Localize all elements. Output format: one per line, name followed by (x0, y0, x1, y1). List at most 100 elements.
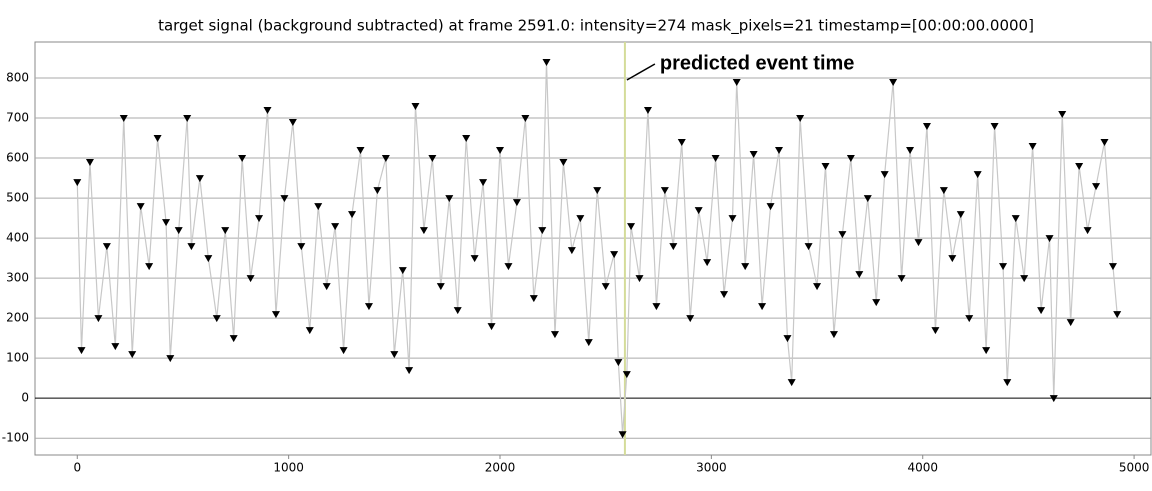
marker (263, 107, 272, 115)
marker (381, 155, 390, 163)
marker (796, 115, 805, 123)
y-tick-label: 200 (6, 311, 29, 325)
marker (880, 171, 889, 179)
marker (85, 159, 94, 167)
marker (846, 155, 855, 163)
marker (187, 243, 196, 251)
marker (783, 335, 792, 343)
marker (610, 251, 619, 259)
y-tick-label: 700 (6, 111, 29, 125)
marker (1066, 319, 1075, 327)
marker (897, 275, 906, 283)
annotation: predicted event time (660, 52, 855, 74)
marker (94, 315, 103, 323)
marker (643, 107, 652, 115)
marker (405, 367, 414, 375)
marker (711, 155, 720, 163)
marker (787, 379, 796, 387)
marker (419, 227, 428, 235)
x-tick-label: 5000 (1119, 461, 1150, 475)
marker (462, 135, 471, 143)
y-tick-label: 600 (6, 151, 29, 165)
marker (804, 243, 813, 251)
marker (906, 147, 915, 155)
marker (550, 331, 559, 339)
marker (288, 119, 297, 127)
plot-frame (34, 41, 1152, 456)
marker (1003, 379, 1012, 387)
marker (1100, 139, 1109, 147)
marker (758, 303, 767, 311)
marker (373, 187, 382, 195)
marker (436, 283, 445, 291)
marker (229, 335, 238, 343)
marker (487, 323, 496, 331)
marker (732, 79, 741, 87)
marker (479, 179, 488, 187)
marker (221, 227, 230, 235)
marker (322, 283, 331, 291)
marker (238, 155, 247, 163)
marker (339, 347, 348, 355)
marker (813, 283, 822, 291)
y-tick-label: 500 (6, 191, 29, 205)
marker (914, 239, 923, 247)
marker (1011, 215, 1020, 223)
marker (635, 275, 644, 283)
marker (504, 263, 513, 271)
marker (348, 211, 357, 219)
marker (593, 187, 602, 195)
marker (428, 155, 437, 163)
marker (749, 151, 758, 159)
marker (821, 163, 830, 171)
chart-title: target signal (background subtracted) at… (158, 17, 1034, 36)
marker (166, 355, 175, 363)
marker (411, 103, 420, 111)
marker (102, 243, 111, 251)
marker (855, 271, 864, 279)
marker (872, 299, 881, 307)
y-tick-label: 800 (6, 71, 29, 85)
marker (922, 123, 931, 131)
marker (1058, 111, 1067, 119)
marker (542, 59, 551, 67)
marker (1092, 183, 1101, 191)
marker (174, 227, 183, 235)
marker (973, 171, 982, 179)
marker (889, 79, 898, 87)
marker (948, 255, 957, 263)
y-tick-label: 100 (6, 351, 29, 365)
marker (614, 359, 623, 367)
marker (314, 203, 323, 211)
marker (162, 219, 171, 227)
marker (496, 147, 504, 155)
marker (119, 115, 128, 123)
marker (720, 291, 729, 299)
marker (652, 303, 661, 311)
annotation-pointer (626, 63, 656, 81)
x-tick-label: 0 (73, 461, 81, 475)
marker (728, 215, 737, 223)
marker (538, 227, 547, 235)
marker (686, 315, 695, 323)
marker (153, 135, 162, 143)
x-tick-label: 2000 (485, 461, 516, 475)
marker (331, 223, 340, 231)
marker (470, 255, 479, 263)
marker (1049, 395, 1058, 403)
marker (627, 223, 636, 231)
marker (956, 211, 965, 219)
y-tick-label: 400 (6, 231, 29, 245)
marker (741, 263, 750, 271)
marker (965, 315, 974, 323)
marker (1083, 227, 1092, 235)
marker (669, 243, 678, 251)
x-tick-label: 1000 (273, 461, 304, 475)
marker (183, 115, 192, 123)
marker (576, 215, 585, 223)
marker (390, 351, 399, 359)
y-tick-label: 300 (6, 271, 29, 285)
y-tick-label: -100 (2, 431, 29, 445)
marker (453, 307, 462, 315)
